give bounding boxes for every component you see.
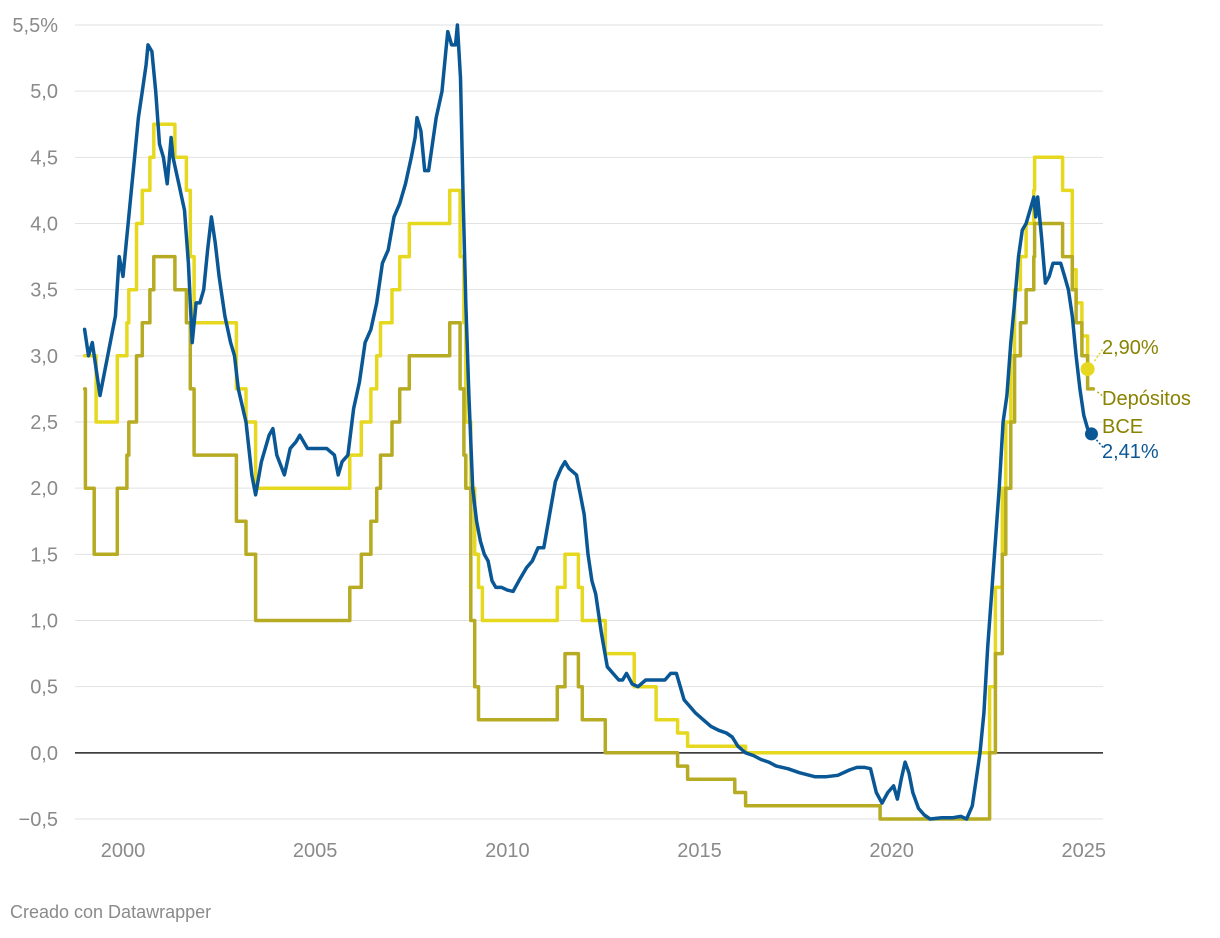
series-line-yellow [82, 122, 1090, 755]
y-tick-label: 3,0 [30, 346, 58, 368]
annotation-olive-line2: BCE [1102, 416, 1143, 438]
y-tick-label: 1,0 [30, 611, 58, 633]
end-marker-yellow [1080, 362, 1095, 377]
annotation-leader-yellow [1094, 348, 1104, 362]
annotations: 2,90% Depósitos BCE 2,41% [1094, 337, 1191, 463]
y-tick-label: 1,5 [30, 544, 58, 566]
annotation-leader-blue [1095, 439, 1105, 449]
line-chart: −0,5 0,0 0,5 1,0 1,5 2,0 2,5 3,0 3,5 4,0 4,5 5,0 5,5… [12, 15, 1191, 862]
grid-layer [75, 24, 1103, 820]
annotation-yellow-value: 2,90% [1102, 337, 1159, 359]
y-tick-label: 0,5 [30, 677, 58, 699]
series-layer [82, 23, 1096, 821]
x-tick-label: 2015 [677, 840, 722, 862]
annotation-olive-label: Depósitos BCE [1102, 388, 1191, 438]
y-tick-label: 2,0 [30, 478, 58, 500]
x-tick-label: 2020 [869, 840, 914, 862]
y-axis-ticks: −0,5 0,0 0,5 1,0 1,5 2,0 2,5 3,0 3,5 4,0 4,5 5,0 5,5… [12, 15, 58, 831]
y-tick-label: 4,0 [30, 214, 58, 236]
y-tick-label: 0,0 [30, 743, 58, 765]
x-tick-label: 2010 [485, 840, 530, 862]
credit-text: Creado con Datawrapper [10, 902, 212, 922]
y-tick-label: −0,5 [19, 809, 58, 831]
x-axis-ticks: 2000 2005 2010 2015 2020 2025 [101, 840, 1106, 862]
annotation-leader-olive [1096, 391, 1106, 399]
annotation-blue-value: 2,41% [1102, 441, 1159, 463]
series-line-blue [82, 23, 1094, 821]
y-tick-label: 5,5% [12, 15, 58, 37]
x-tick-label: 2025 [1062, 840, 1107, 862]
y-tick-label: 2,5 [30, 412, 58, 434]
y-tick-label: 5,0 [30, 81, 58, 103]
x-tick-label: 2000 [101, 840, 146, 862]
y-tick-label: 4,5 [30, 147, 58, 169]
y-tick-label: 3,5 [30, 280, 58, 302]
series-line-olive [82, 221, 1096, 821]
x-tick-label: 2005 [293, 840, 338, 862]
end-marker-blue [1084, 427, 1098, 441]
marker-layer [1080, 362, 1098, 441]
annotation-olive-line1: Depósitos [1102, 388, 1191, 410]
